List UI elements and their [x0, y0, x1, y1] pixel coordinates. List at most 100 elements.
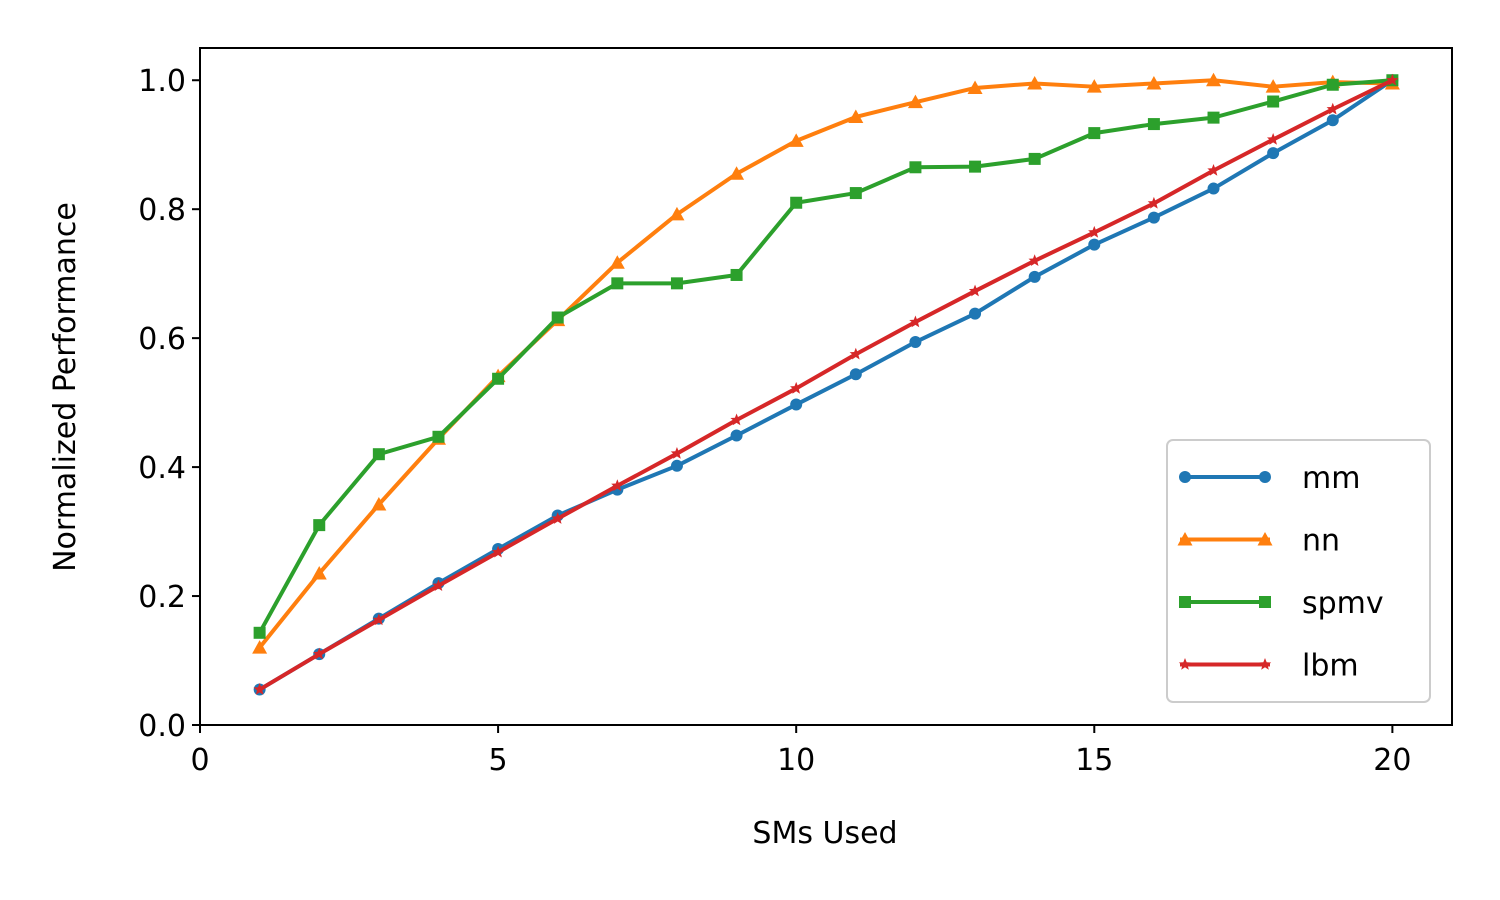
axes-frame: [199, 47, 1453, 726]
x-axis-label: SMs Used: [752, 816, 897, 851]
data-point-nn: [1206, 72, 1222, 87]
data-point-spmv: [969, 160, 982, 173]
data-point-spmv: [1267, 95, 1280, 108]
data-point-lbm: [313, 647, 326, 660]
y-axis-label: Normalized Performance: [48, 202, 83, 572]
x-tick-label: 10: [777, 743, 815, 778]
data-point-nn: [252, 640, 268, 654]
legend-marker-spmv: [1259, 596, 1271, 608]
data-point-spmv: [432, 430, 445, 443]
data-point-nn: [669, 206, 685, 221]
y-tick-label: 0.2: [138, 580, 186, 615]
x-tick-label: 0: [190, 743, 209, 778]
data-point-lbm: [1326, 102, 1339, 115]
x-tick-label: 15: [1075, 743, 1113, 778]
data-point-lbm: [253, 683, 266, 695]
data-point-lbm: [1207, 164, 1220, 176]
legend-label-lbm: lbm: [1302, 649, 1359, 684]
data-point-mm: [1207, 182, 1220, 195]
legend: mm nn spmv lbm: [1166, 439, 1431, 703]
legend-label-spmv: spmv: [1302, 586, 1384, 621]
data-point-mm: [1028, 270, 1041, 283]
data-point-nn: [1265, 79, 1281, 93]
legend-marker-mm: [1179, 471, 1191, 483]
data-point-mm: [1326, 114, 1339, 127]
data-point-spmv: [551, 311, 564, 324]
data-point-mm: [1088, 238, 1101, 251]
legend-marker-nn: [1177, 532, 1193, 546]
series-line-mm: [257, 78, 1395, 692]
data-point-nn: [907, 94, 923, 109]
data-point-mm: [1267, 147, 1280, 160]
series-line-lbm: [257, 78, 1395, 692]
y-tick-label: 0.0: [138, 709, 186, 744]
y-tick-label: 1.0: [138, 64, 186, 99]
data-point-lbm: [849, 347, 862, 360]
data-point-mm: [909, 336, 922, 349]
data-point-mm: [849, 368, 862, 381]
data-point-nn: [788, 133, 804, 147]
data-point-spmv: [909, 161, 922, 174]
data-point-lbm: [551, 512, 564, 524]
data-point-lbm: [670, 447, 684, 459]
data-point-spmv: [1326, 78, 1339, 91]
data-point-lbm: [909, 315, 922, 328]
data-point-nn: [1027, 75, 1043, 90]
legend-box: [1166, 439, 1431, 703]
data-point-lbm: [1386, 73, 1399, 86]
data-point-nn: [311, 565, 327, 580]
data-point-lbm: [730, 413, 743, 426]
legend-label-nn: nn: [1302, 524, 1340, 559]
data-point-lbm: [611, 479, 624, 492]
data-point-spmv: [670, 277, 683, 290]
data-point-lbm: [1088, 225, 1101, 238]
data-point-lbm: [1266, 133, 1280, 145]
data-point-spmv: [1088, 127, 1101, 140]
x-tick-label: 20: [1373, 743, 1411, 778]
legend-marker-nn: [1257, 532, 1273, 546]
y-tick-label: 0.8: [138, 193, 186, 228]
data-point-spmv: [313, 519, 326, 532]
data-point-nn: [1086, 79, 1102, 93]
series-line-spmv: [257, 78, 1395, 635]
data-point-nn: [1146, 75, 1162, 90]
legend-label-mm: mm: [1302, 461, 1360, 496]
data-point-mm: [790, 398, 803, 411]
data-point-spmv: [611, 277, 624, 290]
data-point-nn: [848, 109, 864, 123]
x-tick-label: 5: [489, 743, 508, 778]
data-point-nn: [609, 255, 625, 269]
data-point-spmv: [790, 196, 803, 209]
legend-marker-lbm: [1258, 658, 1272, 670]
axes: 0 5 10 15 20 0.0 0.2 0.4 0.6 0.8 1.0: [138, 47, 1453, 778]
data-point-spmv: [1207, 111, 1220, 124]
data-point-spmv: [253, 626, 266, 639]
data-point-spmv: [492, 372, 505, 385]
data-point-lbm: [968, 284, 982, 297]
data-point-lbm: [372, 613, 386, 626]
plot-area: [252, 72, 1400, 696]
data-point-spmv: [1147, 118, 1160, 131]
data-point-spmv: [372, 448, 385, 461]
legend-marker-mm: [1259, 471, 1271, 483]
data-point-nn: [729, 166, 745, 180]
y-tick-label: 0.4: [138, 451, 186, 486]
data-point-spmv: [849, 187, 862, 200]
y-tick-label: 0.6: [138, 322, 186, 357]
data-point-lbm: [491, 545, 505, 558]
data-point-spmv: [730, 268, 743, 281]
legend-marker-spmv: [1179, 596, 1191, 608]
data-point-lbm: [1028, 254, 1041, 267]
data-point-nn: [967, 80, 983, 94]
data-point-lbm: [432, 579, 445, 591]
data-point-spmv: [1028, 152, 1041, 165]
data-point-lbm: [790, 381, 803, 394]
data-point-mm: [969, 307, 982, 320]
data-point-mm: [1147, 211, 1160, 224]
data-point-mm: [670, 459, 683, 472]
data-point-nn: [371, 496, 387, 511]
data-point-lbm: [1147, 196, 1161, 209]
data-point-mm: [730, 429, 743, 442]
legend-marker-lbm: [1178, 658, 1192, 670]
